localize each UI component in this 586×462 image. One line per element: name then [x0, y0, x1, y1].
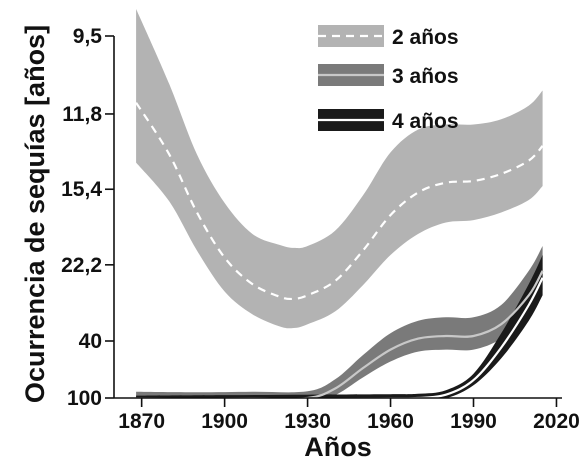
x-tick-label: 1930 — [284, 410, 331, 433]
x-tick-label: 2020 — [533, 410, 580, 433]
series-band-3-anos — [136, 246, 543, 398]
legend-label-2-anos: 2 años — [392, 26, 459, 49]
series-band-2-anos — [136, 9, 543, 329]
x-tick-label: 1960 — [367, 410, 414, 433]
axes — [113, 36, 562, 399]
x-tick-label: 1870 — [118, 410, 165, 433]
series-line-3-anos — [136, 270, 544, 398]
y-tick-label: 11,8 — [62, 103, 102, 126]
y-tick-label: 15,4 — [61, 178, 102, 201]
y-tick-label: 22,2 — [61, 254, 102, 277]
y-tick-label: 9,5 — [73, 25, 103, 48]
y-tick-label: 100 — [67, 387, 102, 410]
legend-label-4-anos: 4 años — [392, 110, 459, 133]
series-line-2-anos — [135, 102, 544, 301]
x-axis-title: Años — [304, 432, 372, 462]
y-axis-title: Ocurrencia de sequías [años] — [20, 25, 50, 403]
legend: 2 años 3 años 4 años — [318, 25, 459, 133]
x-tick-label: 1900 — [201, 410, 248, 433]
legend-label-3-anos: 3 años — [392, 65, 459, 88]
y-tick-label: 40 — [79, 330, 102, 353]
x-tick-label: 1990 — [450, 410, 497, 433]
